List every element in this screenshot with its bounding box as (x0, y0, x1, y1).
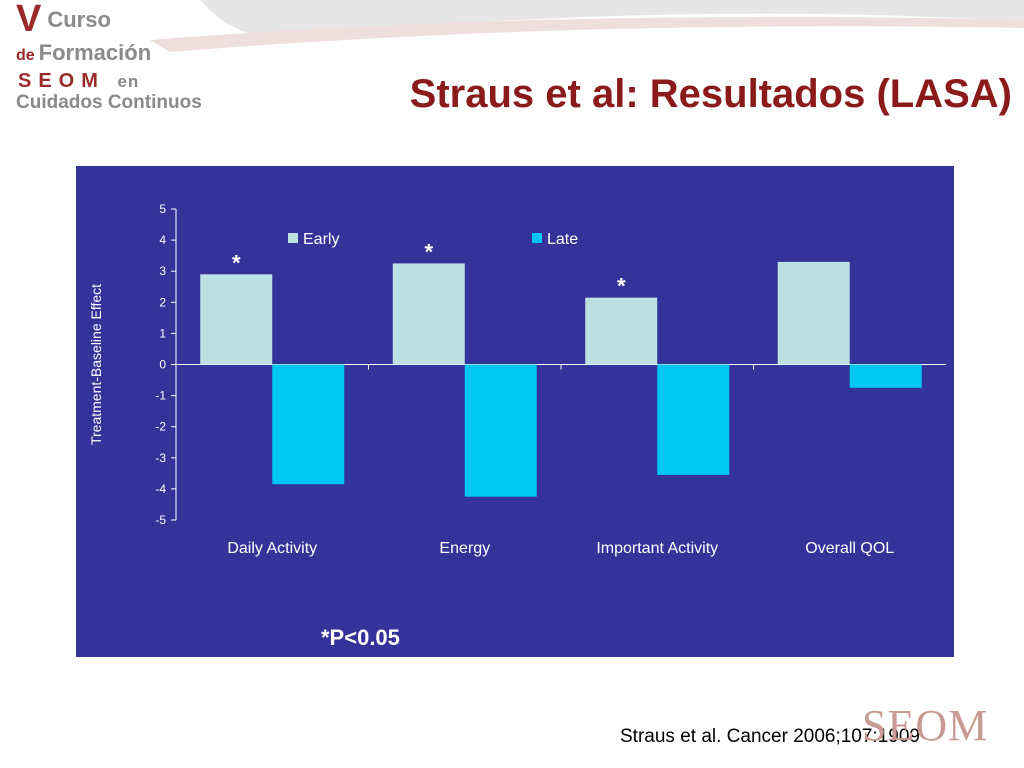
y-axis-title: Treatment-Baseline Effect (88, 284, 104, 445)
bar-early (585, 297, 658, 365)
logo-formacion: Formación (38, 40, 152, 65)
logo-seom: SEOM (18, 70, 105, 92)
logo-line-3: SEOM en (18, 70, 139, 93)
y-tick-label: -2 (155, 420, 166, 434)
y-tick-label: 0 (159, 358, 166, 372)
y-tick-label: 4 (159, 233, 166, 247)
bar-late (464, 364, 537, 497)
x-category-label: Daily Activity (227, 540, 317, 557)
x-category-label: Energy (439, 540, 490, 557)
significance-footnote: *P<0.05 (321, 625, 400, 650)
logo-line-2: de Formación (16, 40, 151, 66)
logo-curso: Curso (47, 7, 111, 32)
logo-en: en (117, 72, 140, 91)
chart-panel: 5 4 3 2 1 0 -1 -2 -3 -4 -5 Treatment-Baseline Effec… (76, 166, 954, 657)
header-swoosh (150, 0, 1024, 52)
bar-early (200, 274, 273, 365)
significance-star: * (232, 250, 241, 275)
y-tick-label: 5 (159, 202, 166, 216)
bar-late (272, 364, 345, 485)
legend-label-late: Late (547, 231, 578, 248)
bar-early (777, 261, 850, 365)
legend-swatch-late (532, 233, 542, 243)
citation: Straus et al. Cancer 2006;107:1909 (620, 726, 920, 747)
bar-early (392, 263, 465, 365)
x-category-label: Important Activity (596, 540, 718, 557)
logo-de: de (16, 47, 35, 64)
legend-swatch-early (288, 233, 298, 243)
y-tick-label: 2 (159, 295, 166, 309)
logo-roman-numeral: V (16, 0, 42, 40)
y-tick-label: -4 (155, 482, 166, 496)
logo-line-4: Cuidados Continuos (16, 92, 202, 113)
y-tick-label: 1 (159, 326, 166, 340)
y-tick-label: -3 (155, 451, 166, 465)
y-tick-label: -1 (155, 389, 166, 403)
bar-late (849, 364, 922, 388)
significance-star: * (424, 239, 433, 264)
slide-title: Straus et al: Resultados (LASA) (409, 72, 1012, 116)
x-category-label: Overall QOL (805, 540, 894, 557)
y-tick-label: -5 (155, 513, 166, 527)
legend-label-early: Early (303, 231, 339, 248)
y-tick-label: 3 (159, 264, 166, 278)
bar-late (657, 364, 730, 475)
significance-star: * (617, 274, 626, 299)
bar-chart: 5 4 3 2 1 0 -1 -2 -3 -4 -5 Treatment-Baseline Effec… (88, 202, 946, 557)
logo-line-1: V Curso (16, 0, 111, 38)
seom-watermark-logo: SEOM (862, 701, 989, 750)
